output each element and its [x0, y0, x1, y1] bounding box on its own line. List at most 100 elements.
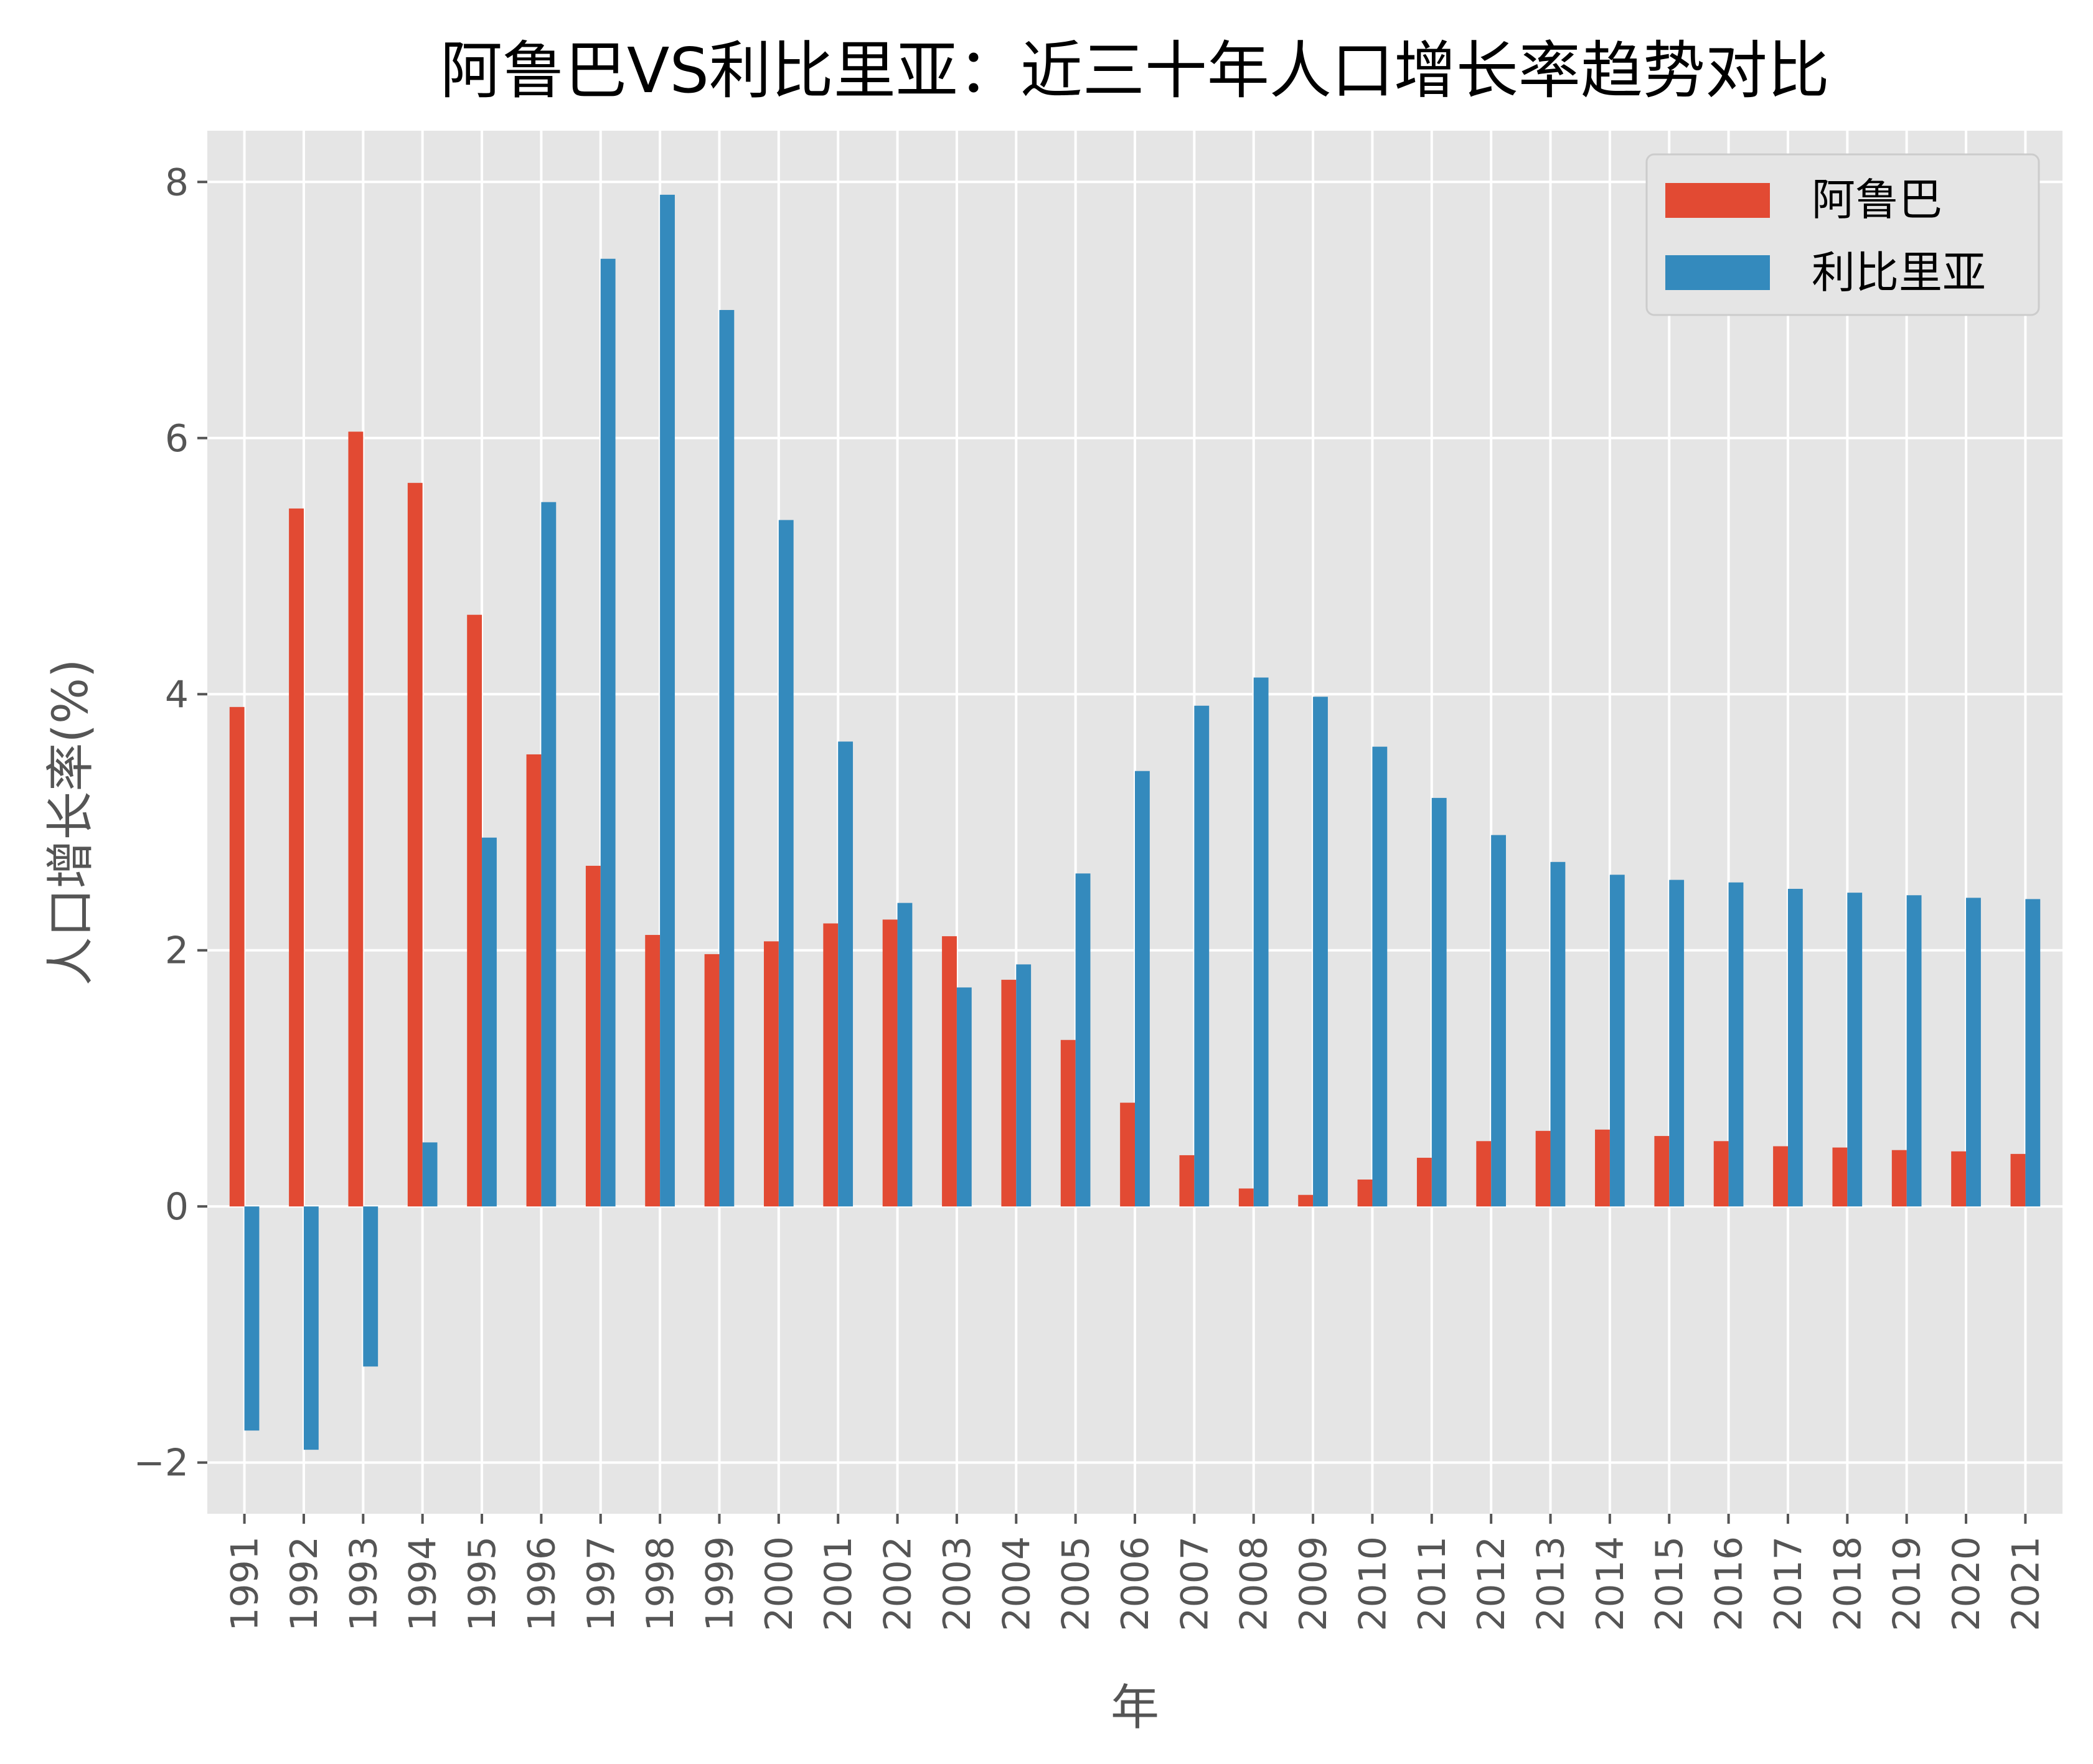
bar-aruba: [1120, 1102, 1135, 1207]
x-tick-label: 2003: [936, 1536, 979, 1631]
y-tick-label: 6: [165, 417, 189, 461]
bar-liberia: [1194, 705, 1210, 1207]
bar-aruba: [1595, 1129, 1610, 1207]
x-tick-label: 1995: [461, 1536, 504, 1631]
bar-aruba: [1535, 1130, 1551, 1207]
x-tick-label: 2007: [1173, 1536, 1216, 1631]
x-tick-label: 2004: [995, 1536, 1038, 1631]
bar-liberia: [1787, 888, 1803, 1207]
y-tick-label: 8: [165, 161, 189, 204]
bar-aruba: [526, 754, 542, 1207]
bar-liberia: [1135, 771, 1150, 1207]
x-tick-label: 2018: [1826, 1536, 1870, 1631]
y-tick-label: 2: [165, 929, 189, 973]
x-tick-label: 2005: [1055, 1536, 1098, 1631]
bar-liberia: [244, 1206, 260, 1431]
x-tick-label: 2014: [1589, 1536, 1632, 1631]
x-axis-label: 年: [1111, 1680, 1159, 1736]
bar-aruba: [1891, 1150, 1907, 1207]
bar-liberia: [541, 502, 557, 1207]
bar-liberia: [778, 520, 794, 1207]
bar-aruba: [1298, 1194, 1314, 1207]
bar-aruba: [1060, 1039, 1076, 1207]
x-tick-label: 2010: [1351, 1536, 1395, 1631]
y-tick-label: 4: [165, 673, 189, 716]
bar-aruba: [467, 614, 482, 1207]
legend-label-liberia: 利比里亚: [1812, 247, 1986, 298]
x-tick-label: 2011: [1411, 1536, 1454, 1631]
bar-aruba: [823, 923, 839, 1207]
y-tick-label: −2: [134, 1442, 189, 1485]
y-tick-label: 0: [165, 1185, 189, 1229]
ticks: −2 0 2 4 6 8 1991 1992 1993 1994 1995 1996 1997 1998 1…: [134, 161, 2048, 1631]
x-tick-label: 2001: [817, 1536, 860, 1631]
x-tick-label: 2016: [1708, 1536, 1751, 1631]
bars: [229, 194, 2041, 1450]
legend: 阿鲁巴 利比里亚: [1645, 153, 2040, 316]
bar-liberia: [482, 837, 497, 1207]
bar-liberia: [2025, 899, 2041, 1207]
legend-swatch-aruba: [1665, 183, 1770, 218]
x-tick-label: 2017: [1767, 1536, 1810, 1631]
x-tick-label: 1994: [402, 1536, 445, 1631]
bar-aruba: [1416, 1158, 1432, 1207]
bar-liberia: [1609, 875, 1625, 1207]
x-tick-label: 2012: [1470, 1536, 1513, 1631]
x-tick-label: 2013: [1530, 1536, 1573, 1631]
bar-liberia: [363, 1206, 379, 1367]
x-tick-label: 2009: [1292, 1536, 1335, 1631]
x-tick-label: 1999: [698, 1536, 741, 1631]
x-tick-label: 2019: [1886, 1536, 1929, 1631]
bar-aruba: [348, 431, 364, 1207]
bar-liberia: [1728, 882, 1744, 1207]
x-tick-label: 1998: [639, 1536, 682, 1631]
bar-liberia: [1669, 880, 1685, 1207]
bar-aruba: [1238, 1188, 1254, 1207]
x-tick-label: 1993: [342, 1536, 385, 1631]
chart-title: 阿鲁巴VS利比里亚：近三十年人口增长率趋势对比: [440, 34, 1830, 107]
bar-liberia: [600, 258, 616, 1207]
bar-liberia: [719, 310, 735, 1207]
bar-liberia: [838, 741, 854, 1207]
bar-liberia: [1253, 677, 1269, 1207]
bar-liberia: [303, 1206, 319, 1450]
legend-label-aruba: 阿鲁巴: [1812, 174, 1942, 225]
bar-liberia: [422, 1142, 438, 1207]
x-tick-label: 2020: [1945, 1536, 1988, 1631]
bar-aruba: [1773, 1146, 1788, 1207]
bar-liberia: [1550, 861, 1566, 1207]
bar-aruba: [942, 936, 957, 1207]
bar-aruba: [764, 941, 779, 1207]
bar-liberia: [956, 987, 972, 1207]
x-tick-label: 2006: [1114, 1536, 1157, 1631]
bar-aruba: [882, 919, 898, 1207]
bar-aruba: [1654, 1136, 1670, 1207]
bar-liberia: [1313, 697, 1328, 1207]
bar-aruba: [1713, 1141, 1729, 1207]
bar-aruba: [1179, 1155, 1195, 1207]
bar-liberia: [660, 194, 675, 1207]
bar-aruba: [289, 508, 304, 1207]
bar-aruba: [229, 706, 245, 1207]
bar-liberia: [1966, 898, 1981, 1207]
bar-aruba: [2010, 1153, 2026, 1207]
bar-liberia: [1372, 746, 1388, 1207]
bar-aruba: [1357, 1180, 1373, 1207]
legend-swatch-liberia: [1665, 255, 1770, 290]
x-tick-label: 2015: [1648, 1536, 1691, 1631]
x-tick-label: 1997: [580, 1536, 623, 1631]
bar-aruba: [704, 954, 720, 1207]
bar-liberia: [1906, 895, 1922, 1207]
bar-aruba: [1476, 1141, 1492, 1207]
x-tick-label: 2000: [758, 1536, 801, 1631]
bar-liberia: [1847, 893, 1863, 1207]
x-tick-label: 2002: [877, 1536, 920, 1631]
bar-liberia: [1431, 797, 1447, 1207]
x-tick-label: 2008: [1233, 1536, 1276, 1631]
x-tick-label: 1996: [520, 1536, 563, 1631]
bar-aruba: [1001, 980, 1017, 1207]
x-tick-label: 1992: [283, 1536, 326, 1631]
bar-aruba: [1951, 1151, 1967, 1207]
bar-aruba: [1832, 1147, 1848, 1207]
